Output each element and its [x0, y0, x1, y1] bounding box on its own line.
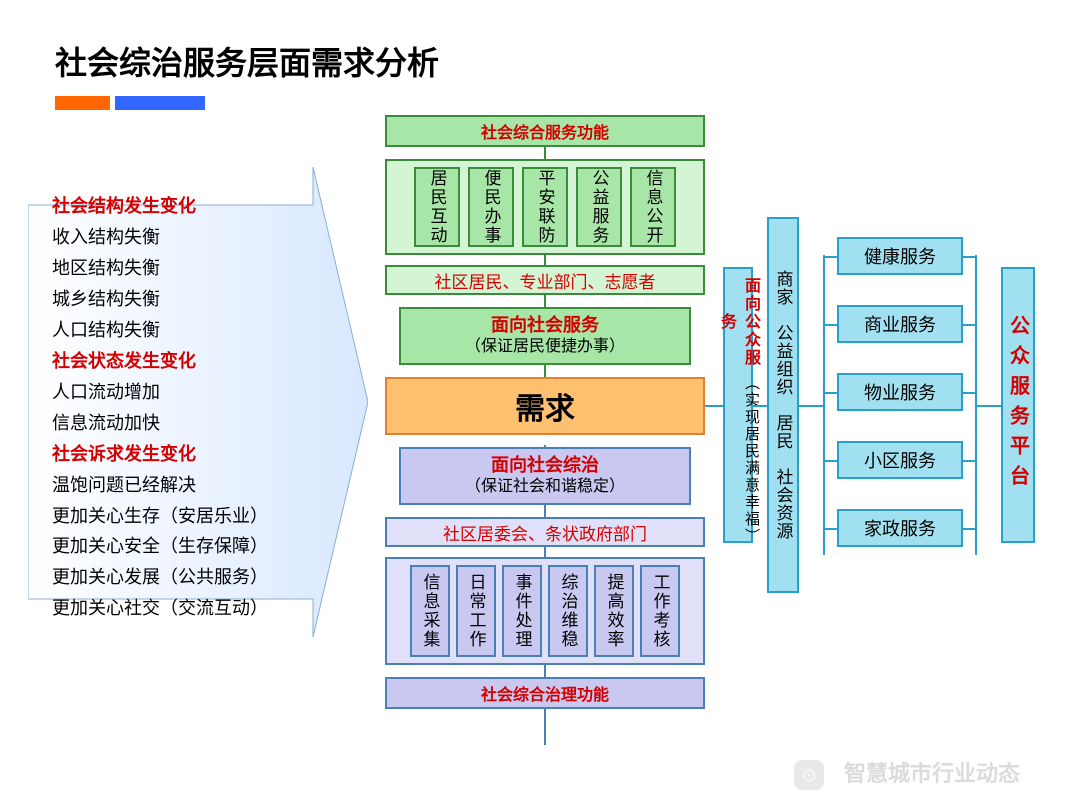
right-service-item: 家政服务: [837, 509, 963, 547]
top-header-text: 社会综合服务功能: [481, 119, 609, 143]
service-box: 面向社会服务 （保证居民便捷办事）: [399, 307, 691, 365]
center-box: 需求: [385, 377, 705, 435]
top-item: 信息公开: [630, 167, 676, 247]
bottom-header-box: 社会综合治理功能: [385, 677, 705, 709]
change-list-item: 收入结构失衡: [52, 222, 332, 253]
bottom-item: 提高效率: [594, 565, 634, 657]
right-service-item: 物业服务: [837, 373, 963, 411]
change-list-item: 社会结构发生变化: [52, 191, 332, 222]
change-list-item: 更加关心社交（交流互动）: [52, 593, 332, 624]
bottom-item: 事件处理: [502, 565, 542, 657]
change-list-item: 更加关心生存（安居乐业）: [52, 501, 332, 532]
bottom-item: 综治维稳: [548, 565, 588, 657]
bottom-item: 信息采集: [410, 565, 450, 657]
bottom-item: 日常工作: [456, 565, 496, 657]
top-item: 公益服务: [576, 167, 622, 247]
change-list-item: 社会诉求发生变化: [52, 439, 332, 470]
bottom-items-box: 信息采集日常工作事件处理综治维稳提高效率工作考核: [385, 557, 705, 665]
public-service-sub: （实现居民满意幸福）: [714, 375, 762, 541]
change-list-item: 更加关心发展（公共服务）: [52, 562, 332, 593]
main-diagram: 社会综合服务功能 居民互动便民办事平安联防公益服务信息公开 社区居民、专业部门、…: [385, 115, 1065, 765]
page-title: 社会综治服务层面需求分析: [55, 38, 439, 84]
top-header-box: 社会综合服务功能: [385, 115, 705, 147]
gov-title: 面向社会综治: [491, 454, 599, 477]
bottom-actors-box: 社区居委会、条状政府部门: [385, 517, 705, 547]
public-service-box: 面向公众服务 （实现居民满意幸福）: [723, 267, 753, 543]
wechat-icon: ⊙: [794, 760, 824, 790]
gov-sub: （保证社会和谐稳定）: [465, 477, 625, 498]
change-list-item: 更加关心安全（生存保障）: [52, 531, 332, 562]
service-title: 面向社会服务: [491, 314, 599, 337]
public-service-title: 面向公众服务: [714, 269, 762, 375]
change-list-item: 信息流动加快: [52, 408, 332, 439]
bottom-header-text: 社会综合治理功能: [481, 681, 609, 705]
right-service-item: 小区服务: [837, 441, 963, 479]
watermark-text: 智慧城市行业动态: [844, 756, 1020, 788]
top-actors-box: 社区居民、专业部门、志愿者: [385, 265, 705, 295]
bottom-item: 工作考核: [640, 565, 680, 657]
top-items-box: 居民互动便民办事平安联防公益服务信息公开: [385, 159, 705, 255]
gov-box: 面向社会综治 （保证社会和谐稳定）: [399, 447, 691, 505]
platform-box: 公众服务平台: [1001, 267, 1035, 543]
top-item: 居民互动: [414, 167, 460, 247]
right-service-item: 健康服务: [837, 237, 963, 275]
accent-bar-blue: [115, 96, 205, 110]
change-list-item: 地区结构失衡: [52, 253, 332, 284]
accent-bar-orange: [55, 96, 110, 110]
service-sub: （保证居民便捷办事）: [465, 337, 625, 358]
left-arrow-panel: 社会结构发生变化收入结构失衡地区结构失衡城乡结构失衡人口结构失衡社会状态发生变化…: [28, 167, 368, 637]
top-item: 便民办事: [468, 167, 514, 247]
top-item: 平安联防: [522, 167, 568, 247]
change-list-item: 温饱问题已经解决: [52, 470, 332, 501]
change-list: 社会结构发生变化收入结构失衡地区结构失衡城乡结构失衡人口结构失衡社会状态发生变化…: [52, 191, 332, 624]
change-list-item: 城乡结构失衡: [52, 284, 332, 315]
change-list-item: 人口结构失衡: [52, 315, 332, 346]
change-list-item: 社会状态发生变化: [52, 346, 332, 377]
merchants-box: 商家 公益组织 居民 社会资源: [767, 217, 799, 593]
change-list-item: 人口流动增加: [52, 377, 332, 408]
right-service-item: 商业服务: [837, 305, 963, 343]
